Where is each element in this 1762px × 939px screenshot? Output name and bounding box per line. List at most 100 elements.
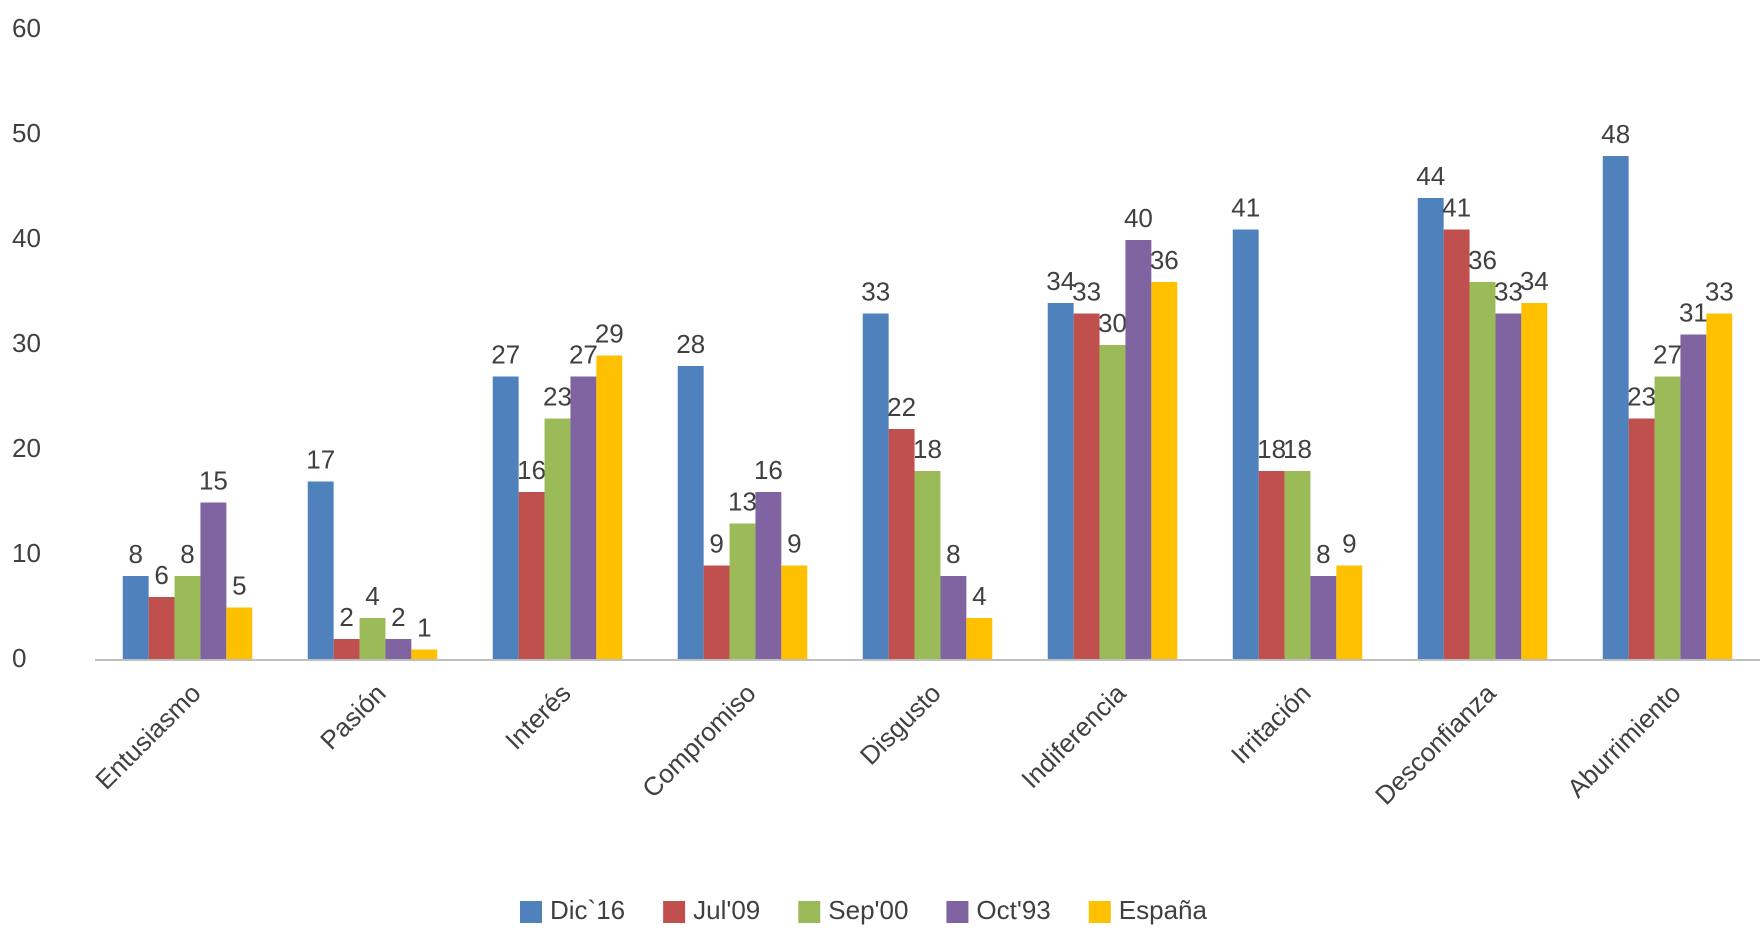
data-label: 41	[1442, 192, 1471, 222]
x-tick-label: Compromiso	[636, 678, 761, 803]
data-label: 33	[1494, 276, 1523, 306]
data-label: 15	[199, 465, 228, 495]
legend-label: Jul'09	[693, 895, 760, 925]
data-label: 34	[1520, 266, 1549, 296]
data-label: 23	[543, 381, 572, 411]
data-label: 36	[1468, 245, 1497, 275]
bar	[1629, 419, 1655, 661]
bar	[308, 482, 334, 661]
legend-label: Oct'93	[976, 895, 1050, 925]
data-label: 34	[1046, 266, 1075, 296]
bar	[781, 566, 807, 661]
bar	[1125, 240, 1151, 660]
chart: 0102030405060868155Entusiasmo172421Pasió…	[0, 0, 1762, 939]
y-tick-label: 50	[12, 118, 41, 148]
data-label: 8	[946, 539, 960, 569]
bar	[1603, 156, 1629, 660]
data-label: 8	[128, 539, 142, 569]
bar	[1706, 314, 1732, 661]
legend-swatch	[520, 901, 542, 923]
bar	[1259, 471, 1285, 660]
bar	[1418, 198, 1444, 660]
bar	[1074, 314, 1100, 661]
legend-swatch	[663, 901, 685, 923]
data-label: 2	[391, 602, 405, 632]
data-label: 9	[1342, 528, 1356, 558]
bar	[678, 366, 704, 660]
data-label: 30	[1098, 308, 1127, 338]
bar	[385, 639, 411, 660]
bar	[545, 419, 571, 661]
bar	[1655, 377, 1681, 661]
bar	[411, 650, 437, 661]
bar	[966, 618, 992, 660]
data-label: 31	[1679, 297, 1708, 327]
data-label: 27	[569, 339, 598, 369]
data-label: 44	[1416, 161, 1445, 191]
data-label: 22	[887, 392, 916, 422]
data-label: 4	[972, 581, 986, 611]
bar	[1285, 471, 1311, 660]
data-label: 33	[1705, 276, 1734, 306]
legend-label: Dic`16	[550, 895, 625, 925]
bar	[596, 356, 622, 661]
data-label: 5	[232, 570, 246, 600]
data-label: 2	[339, 602, 353, 632]
data-label: 40	[1124, 203, 1153, 233]
bar	[1444, 230, 1470, 661]
data-label: 16	[517, 455, 546, 485]
y-tick-label: 60	[12, 13, 41, 43]
bar	[200, 503, 226, 661]
bar	[570, 377, 596, 661]
bar	[1336, 566, 1362, 661]
bar	[334, 639, 360, 660]
bar	[915, 471, 941, 660]
y-tick-label: 40	[12, 223, 41, 253]
data-label: 6	[154, 560, 168, 590]
bar	[493, 377, 519, 661]
legend-swatch	[798, 901, 820, 923]
bar	[1233, 230, 1259, 661]
x-tick-label: Entusiasmo	[89, 678, 206, 795]
data-label: 17	[306, 444, 335, 474]
bar	[519, 492, 545, 660]
data-label: 33	[1072, 276, 1101, 306]
y-tick-label: 10	[12, 538, 41, 568]
data-label: 27	[491, 339, 520, 369]
data-label: 16	[754, 455, 783, 485]
bar	[1310, 576, 1336, 660]
legend-swatch	[1089, 901, 1111, 923]
data-label: 48	[1601, 119, 1630, 149]
bar	[1100, 345, 1126, 660]
data-label: 23	[1627, 381, 1656, 411]
bar	[175, 576, 201, 660]
data-label: 36	[1150, 245, 1179, 275]
bar	[1470, 282, 1496, 660]
x-tick-label: Desconfianza	[1369, 678, 1502, 811]
data-label: 8	[180, 539, 194, 569]
x-tick-label: Interés	[499, 678, 576, 755]
bar	[1680, 335, 1706, 661]
bar	[149, 597, 175, 660]
bar	[123, 576, 149, 660]
data-label: 13	[728, 486, 757, 516]
y-tick-label: 30	[12, 328, 41, 358]
bar	[704, 566, 730, 661]
data-label: 33	[861, 276, 890, 306]
data-label: 29	[595, 318, 624, 348]
data-label: 18	[1283, 434, 1312, 464]
x-tick-label: Pasión	[314, 678, 391, 755]
data-label: 28	[676, 329, 705, 359]
data-label: 18	[913, 434, 942, 464]
data-label: 4	[365, 581, 379, 611]
bar	[1151, 282, 1177, 660]
bar	[863, 314, 889, 661]
bar	[1521, 303, 1547, 660]
y-tick-label: 20	[12, 433, 41, 463]
legend-label: Sep'00	[828, 895, 908, 925]
data-label: 27	[1653, 339, 1682, 369]
bar	[360, 618, 386, 660]
bar	[1048, 303, 1074, 660]
x-tick-label: Aburrimiento	[1561, 678, 1686, 803]
bar	[1495, 314, 1521, 661]
